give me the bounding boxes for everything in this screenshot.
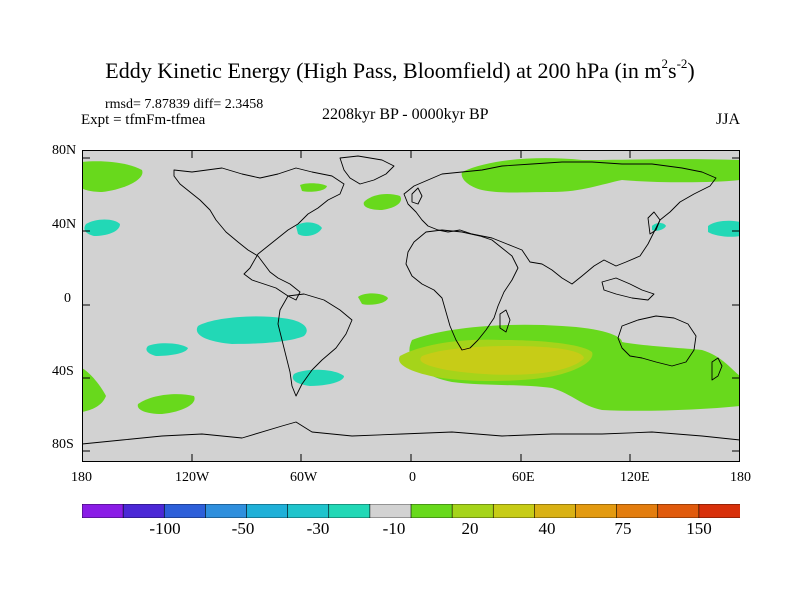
colorbar-swatch [410,504,453,518]
colorbar-swatch [492,504,536,518]
colorbar-swatch [328,504,371,518]
map-title: Eddy Kinetic Energy (High Pass, Bloomfie… [105,56,695,83]
lon-label-0: 0 [409,470,416,485]
colorbar-swatch [287,504,330,518]
coastlines [82,155,740,445]
stats-text: rmsd= 7.87839 diff= 2.3458 [105,97,264,112]
colorbar-swatch [657,504,700,518]
lat-label-80n: 80N [52,143,77,158]
lon-label-60w: 60W [290,470,318,485]
colorbar-label-40: 40 [538,519,556,538]
coast-japan [647,211,661,235]
anomaly-south-pacific-east [82,368,106,412]
axis-ticks [82,150,740,462]
anomaly-core-gold [420,346,584,375]
lat-label-0: 0 [64,291,71,306]
negative-anomaly-regions [84,219,740,386]
colorbar-swatch [369,504,412,518]
coast-australia [617,315,697,367]
lon-label-120w: 120W [175,470,210,485]
colorbar-label-75: 75 [614,519,632,538]
anomaly-equatorial-atlantic [358,293,388,305]
anomaly-north-pacific-west-neg [84,219,120,236]
anomaly-south-pacific-neg [196,316,307,344]
anomaly-south-pacific-central [137,394,195,414]
colorbar-swatch [205,504,248,518]
coast-eurasia [403,161,717,285]
colorbar-swatch [122,504,166,518]
lon-label-180e: 180 [730,470,751,485]
experiment-label: Expt = tfmFm-tfmea [81,112,206,128]
colorbar-label-minus-100: -100 [149,519,181,538]
period-label: 2208kyr BP - 0000kyr BP [322,106,489,123]
lon-label-180w: 180 [71,470,92,485]
anomaly-south-atlantic-neg [292,369,344,386]
strong-positive-core [399,339,593,381]
colorbar-swatch [82,504,124,518]
colorbar-swatch [698,504,740,518]
coast-north-america [173,167,345,301]
anomaly-north-america [300,183,327,192]
colorbar [82,504,740,518]
anomaly-south-pacific-small-neg [146,343,188,356]
lat-label-80s: 80S [52,437,74,452]
coast-antarctica [82,421,740,445]
lat-label-40n: 40N [52,217,77,232]
coast-new-zealand [711,357,723,381]
coast-south-america [277,293,353,397]
coast-madagascar [499,309,511,333]
colorbar-label-150: 150 [686,519,712,538]
coast-indonesia [601,277,655,301]
season-label: JJA [716,111,741,128]
lon-label-120e: 120E [620,470,650,485]
anomaly-western-atlantic-neg [296,222,322,236]
colorbar-label-minus-50: -50 [231,519,255,538]
world-map [82,150,740,462]
colorbar-swatch [451,504,495,518]
anomaly-north-atlantic [363,194,402,210]
coast-greenland [339,155,395,185]
anomaly-north-pacific-east-neg [708,220,740,237]
coast-british-isles [411,187,423,205]
colorbar-label-minus-30: -30 [306,519,330,538]
colorbar-swatch [163,504,207,518]
lat-label-40s: 40S [52,364,74,379]
map-background [82,150,740,462]
coast-africa [405,229,519,351]
colorbar-label-minus-10: -10 [382,519,406,538]
lon-label-60e: 60E [512,470,535,485]
colorbar-swatch [246,504,289,518]
colorbar-label-20: 20 [461,519,479,538]
colorbar-swatch [616,504,659,518]
colorbar-swatch [534,504,577,518]
anomaly-north-pacific-west [82,161,143,192]
colorbar-swatch [575,504,618,518]
